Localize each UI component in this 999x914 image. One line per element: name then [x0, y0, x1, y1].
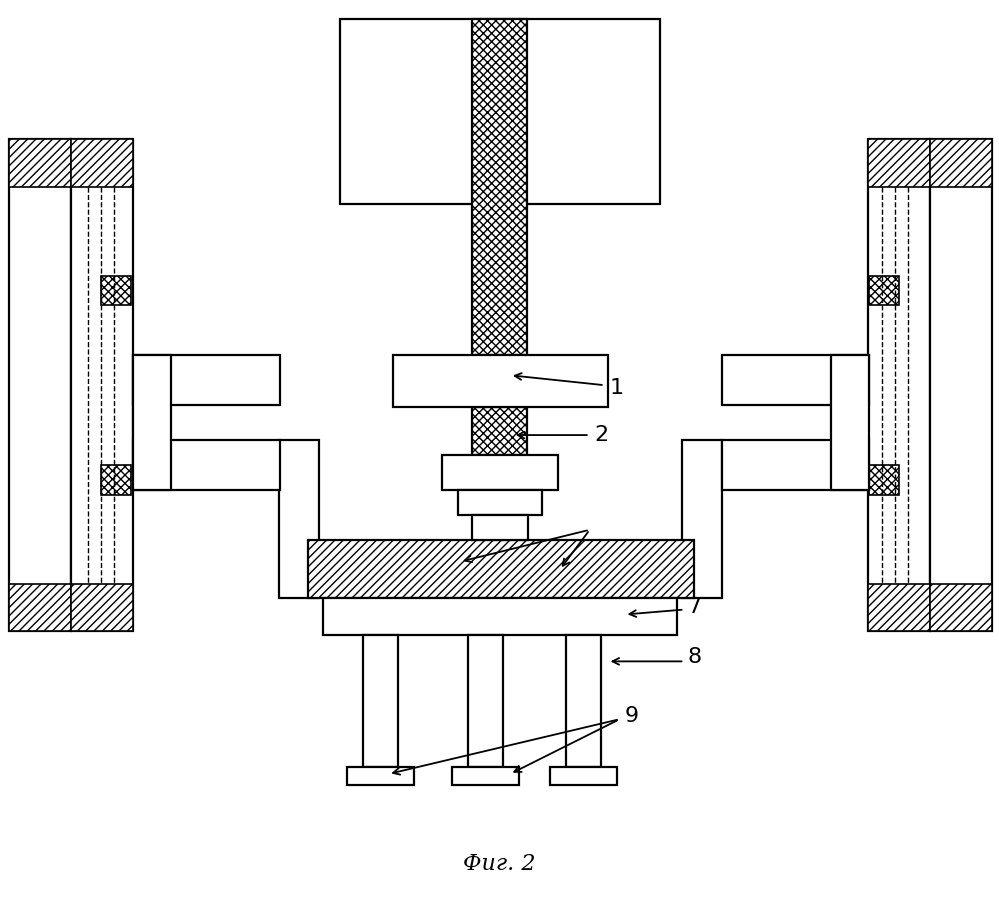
Bar	[549, 767, 616, 785]
Bar	[348, 767, 415, 785]
Bar	[10, 139, 71, 186]
Bar	[473, 407, 526, 455]
Text: 1: 1	[609, 378, 623, 399]
Bar	[869, 275, 899, 305]
Bar	[869, 465, 899, 494]
Bar	[469, 635, 502, 767]
Text: 2: 2	[594, 425, 608, 445]
Bar	[868, 139, 930, 186]
Bar	[101, 275, 131, 305]
Bar	[473, 19, 526, 356]
Text: Фиг. 2: Фиг. 2	[464, 853, 535, 875]
Bar	[682, 440, 722, 598]
Bar	[565, 635, 600, 767]
Bar	[364, 635, 399, 767]
Bar	[453, 767, 518, 785]
Bar	[722, 440, 869, 490]
Bar	[868, 584, 930, 632]
Bar	[71, 139, 133, 632]
Text: 8: 8	[687, 647, 701, 667]
Bar	[10, 139, 71, 632]
Bar	[133, 440, 280, 490]
Bar	[10, 584, 71, 632]
Bar	[473, 515, 527, 540]
Bar	[323, 598, 677, 635]
Bar	[71, 584, 133, 632]
Text: 7: 7	[687, 597, 701, 617]
Bar	[930, 584, 991, 632]
Bar	[71, 139, 133, 186]
Bar	[133, 356, 280, 405]
Bar	[341, 19, 659, 204]
Bar	[308, 540, 694, 598]
Bar	[443, 455, 557, 490]
Bar	[133, 356, 171, 490]
Bar	[459, 490, 541, 515]
Bar	[831, 356, 869, 490]
Bar	[930, 139, 991, 632]
Bar	[101, 465, 131, 494]
Bar	[868, 139, 930, 632]
Bar	[722, 356, 869, 405]
Text: 9: 9	[624, 707, 638, 727]
Bar	[394, 356, 607, 407]
Bar	[930, 139, 991, 186]
Bar	[279, 440, 319, 598]
